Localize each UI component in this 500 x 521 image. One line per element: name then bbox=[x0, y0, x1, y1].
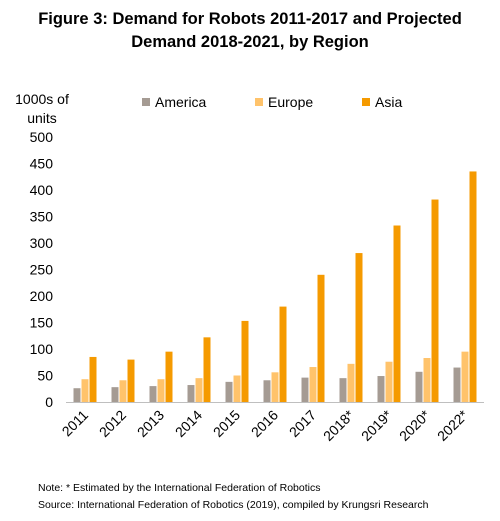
y-tick-label: 400 bbox=[30, 182, 54, 198]
bar-europe-2012 bbox=[119, 380, 127, 402]
bar-asia-2022-est bbox=[469, 171, 477, 402]
bar-america-2016 bbox=[263, 380, 271, 402]
chart-title: Figure 3: Demand for Robots 2011-2017 an… bbox=[0, 8, 500, 54]
bar-america-2012 bbox=[111, 387, 119, 402]
bar-america-2017 bbox=[301, 377, 309, 402]
y-axis-label-line: 1000s of bbox=[15, 91, 69, 107]
bar-europe-2015 bbox=[233, 375, 241, 402]
x-tick-label: 2020* bbox=[396, 406, 434, 444]
bar-asia-2020-est bbox=[431, 199, 439, 402]
bar-america-2018-est bbox=[339, 378, 347, 402]
bar-europe-2019-est bbox=[385, 361, 393, 402]
y-tick-label: 300 bbox=[30, 235, 54, 251]
bar-asia-2017 bbox=[317, 274, 325, 402]
bar-asia-2011 bbox=[89, 356, 97, 402]
bar-europe-2011 bbox=[81, 379, 89, 402]
bar-america-2019-est bbox=[377, 376, 385, 402]
bar-asia-2012 bbox=[127, 359, 135, 402]
x-tick-label: 2015 bbox=[210, 407, 243, 440]
y-tick-label: 350 bbox=[30, 209, 54, 225]
bar-america-2020-est bbox=[415, 371, 423, 402]
y-tick-label: 250 bbox=[30, 262, 54, 278]
legend-label-america: America bbox=[155, 94, 207, 110]
legend-swatch-europe bbox=[255, 98, 263, 106]
bar-europe-2017 bbox=[309, 367, 317, 402]
y-tick-label: 0 bbox=[45, 394, 53, 410]
y-tick-label: 500 bbox=[30, 129, 54, 145]
x-tick-label: 2019* bbox=[358, 406, 396, 444]
chart-title-line-1: Figure 3: Demand for Robots 2011-2017 an… bbox=[38, 10, 462, 28]
chart-note: Note: * Estimated by the International F… bbox=[38, 482, 321, 494]
bar-europe-2014 bbox=[195, 378, 203, 402]
bar-asia-2018-est bbox=[355, 253, 363, 402]
bar-asia-2016 bbox=[279, 306, 287, 402]
bar-europe-2013 bbox=[157, 379, 165, 402]
bar-america-2015 bbox=[225, 381, 233, 402]
x-tick-label: 2011 bbox=[59, 407, 92, 440]
x-tick-label: 2012 bbox=[96, 407, 129, 440]
legend-label-europe: Europe bbox=[268, 94, 313, 110]
y-axis-label-line: units bbox=[27, 110, 57, 126]
bar-asia-2013 bbox=[165, 351, 173, 402]
bar-america-2013 bbox=[149, 386, 157, 402]
x-tick-label: 2017 bbox=[286, 407, 319, 440]
x-tick-label: 2022* bbox=[434, 406, 472, 444]
legend-swatch-america bbox=[142, 98, 150, 106]
bar-europe-2016 bbox=[271, 372, 279, 402]
y-tick-label: 450 bbox=[30, 156, 54, 172]
bar-europe-2022-est bbox=[461, 351, 469, 402]
bar-america-2022-est bbox=[453, 367, 461, 402]
y-tick-label: 50 bbox=[37, 368, 53, 384]
x-tick-label: 2014 bbox=[172, 407, 205, 440]
bar-america-2011 bbox=[73, 388, 81, 402]
bar-asia-2014 bbox=[203, 337, 211, 402]
bar-asia-2015 bbox=[241, 320, 249, 402]
y-tick-label: 200 bbox=[30, 288, 54, 304]
x-tick-label: 2013 bbox=[134, 407, 167, 440]
bar-europe-2020-est bbox=[423, 358, 431, 402]
legend-swatch-asia bbox=[362, 98, 370, 106]
x-tick-label: 2016 bbox=[248, 407, 281, 440]
chart-title-line-2: Demand 2018-2021, by Region bbox=[131, 33, 369, 51]
legend-label-asia: Asia bbox=[375, 94, 402, 110]
bar-asia-2019-est bbox=[393, 225, 401, 402]
chart-source: Source: International Federation of Robo… bbox=[38, 499, 429, 511]
bar-europe-2018-est bbox=[347, 363, 355, 402]
bar-america-2014 bbox=[187, 385, 195, 402]
x-tick-label: 2018* bbox=[320, 406, 358, 444]
y-tick-label: 150 bbox=[30, 315, 54, 331]
y-tick-label: 100 bbox=[30, 341, 54, 357]
